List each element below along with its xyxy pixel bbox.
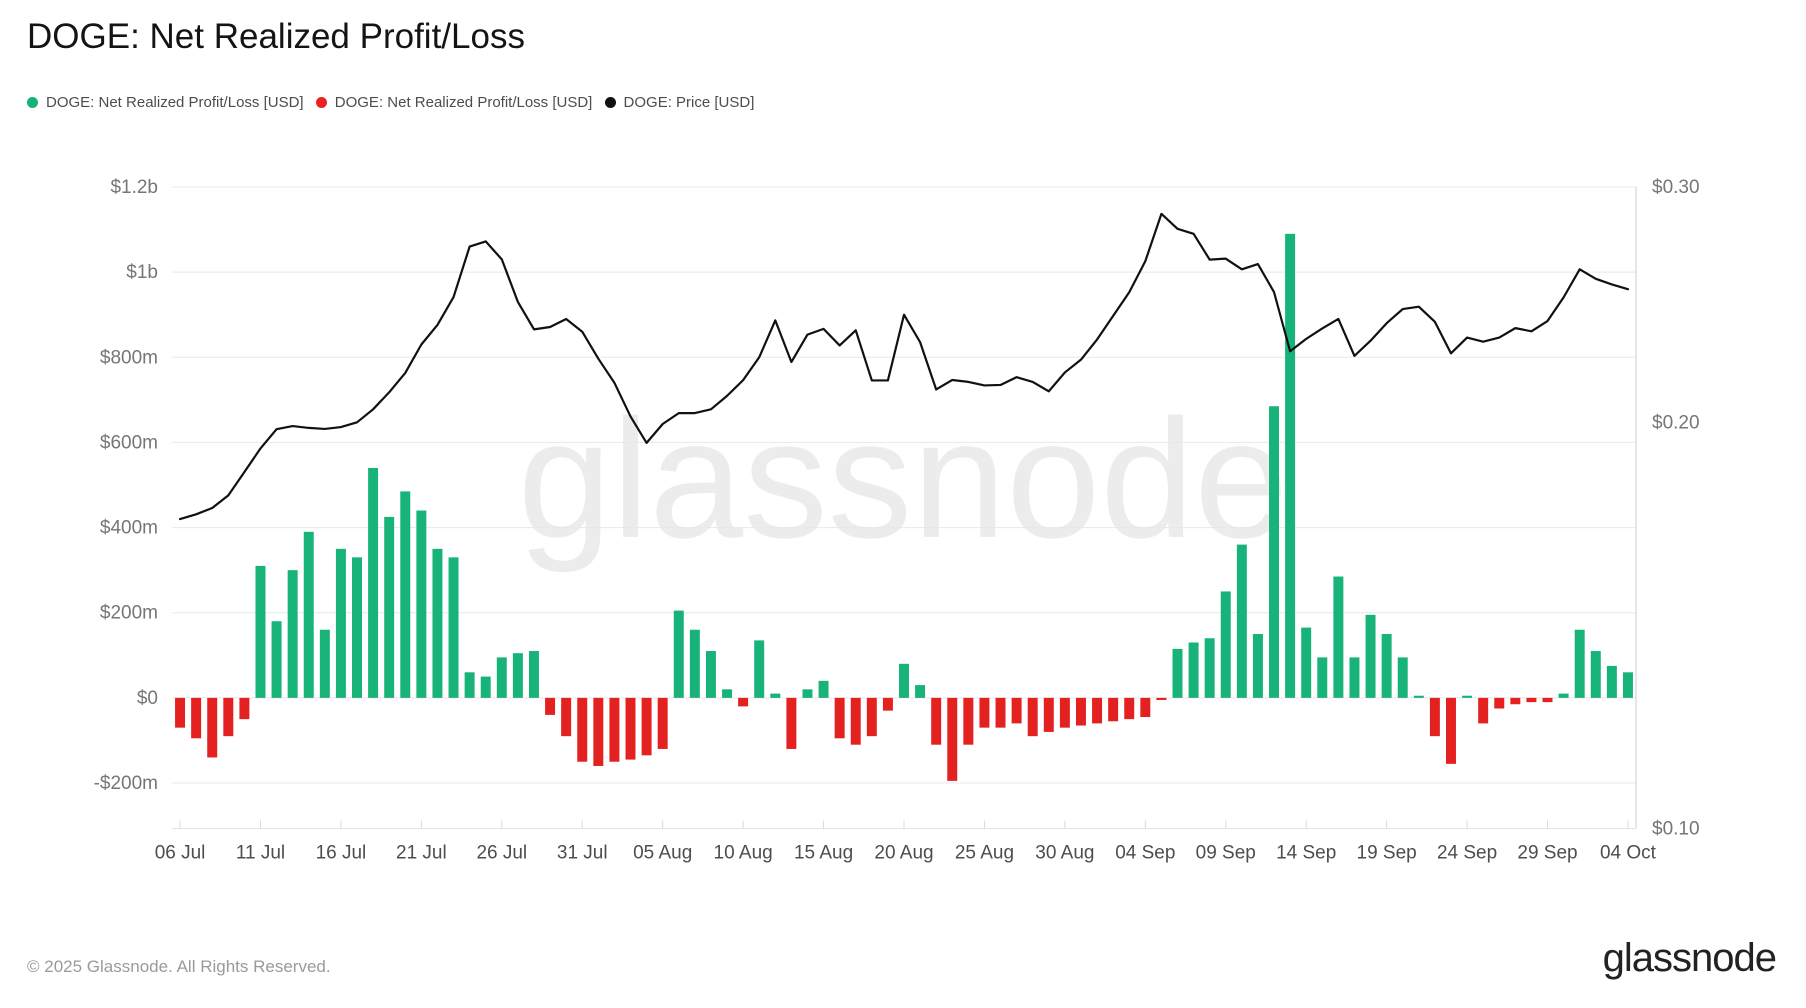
svg-text:$600m: $600m [100, 432, 158, 453]
svg-text:21 Jul: 21 Jul [396, 843, 447, 864]
svg-text:04 Sep: 04 Sep [1115, 843, 1175, 864]
svg-text:29 Sep: 29 Sep [1517, 843, 1577, 864]
svg-text:$1b: $1b [126, 262, 158, 283]
svg-text:-$200m: -$200m [94, 773, 158, 794]
svg-text:19 Sep: 19 Sep [1357, 843, 1417, 864]
svg-text:$400m: $400m [100, 518, 158, 539]
svg-text:10 Aug: 10 Aug [714, 843, 773, 864]
svg-text:$0: $0 [137, 688, 158, 709]
svg-text:06 Jul: 06 Jul [155, 843, 206, 864]
svg-text:31 Jul: 31 Jul [557, 843, 608, 864]
svg-text:05 Aug: 05 Aug [633, 843, 692, 864]
svg-text:09 Sep: 09 Sep [1196, 843, 1256, 864]
svg-text:16 Jul: 16 Jul [316, 843, 367, 864]
svg-text:25 Aug: 25 Aug [955, 843, 1014, 864]
svg-text:$0.10: $0.10 [1652, 819, 1700, 840]
svg-text:$1.2b: $1.2b [110, 177, 158, 198]
svg-text:$0.30: $0.30 [1652, 177, 1700, 198]
svg-text:30 Aug: 30 Aug [1035, 843, 1094, 864]
svg-text:20 Aug: 20 Aug [874, 843, 933, 864]
svg-text:15 Aug: 15 Aug [794, 843, 853, 864]
svg-text:$200m: $200m [100, 603, 158, 624]
svg-text:14 Sep: 14 Sep [1276, 843, 1336, 864]
svg-text:$0.20: $0.20 [1652, 413, 1700, 434]
svg-text:11 Jul: 11 Jul [236, 843, 285, 864]
svg-text:24 Sep: 24 Sep [1437, 843, 1497, 864]
svg-text:04 Oct: 04 Oct [1600, 843, 1657, 864]
svg-text:$800m: $800m [100, 347, 158, 368]
svg-text:26 Jul: 26 Jul [476, 843, 527, 864]
